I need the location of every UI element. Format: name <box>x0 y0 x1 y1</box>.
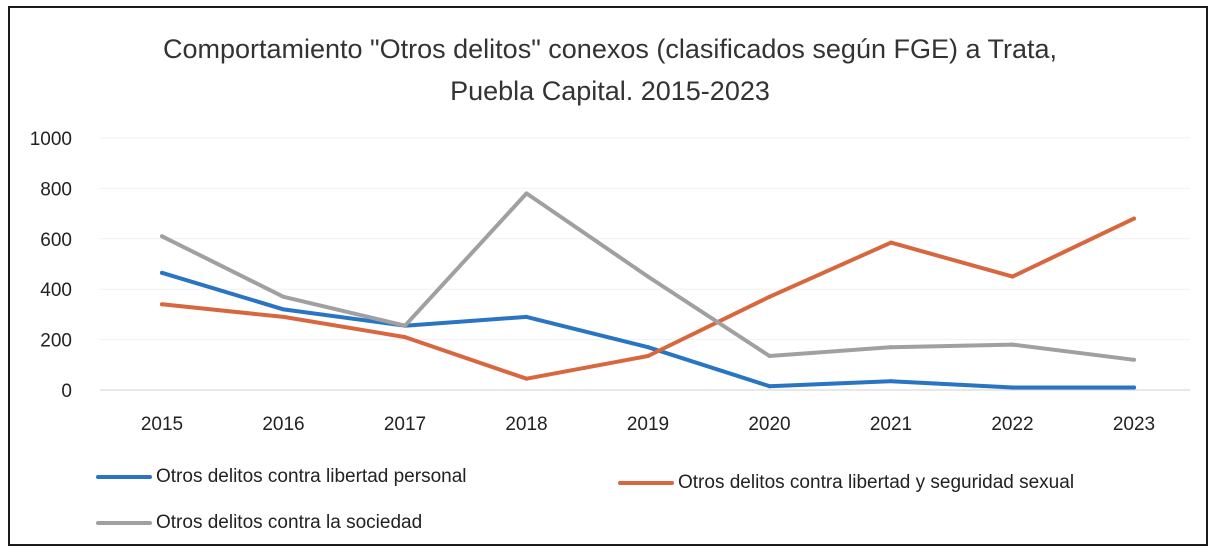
x-tick-label: 2015 <box>141 414 183 435</box>
data-point-series-3 <box>889 345 893 350</box>
data-point-series-3 <box>160 234 164 239</box>
x-tick-label: 2023 <box>1113 414 1155 435</box>
x-tick-label: 2016 <box>262 414 304 435</box>
data-point-series-3 <box>524 191 529 196</box>
data-point-series-1 <box>1010 385 1015 390</box>
legend-swatch-libertad-personal <box>96 475 152 479</box>
data-point-series-2 <box>524 376 529 381</box>
x-tick-label: 2019 <box>627 414 669 435</box>
legend-item-sociedad: Otros delitos contra la sociedad <box>96 512 422 534</box>
data-point-series-1 <box>160 270 164 275</box>
x-tick-label: 2020 <box>748 414 790 435</box>
data-point-series-2 <box>403 335 407 340</box>
data-point-series-2 <box>1010 274 1015 279</box>
y-tick-label: 800 <box>40 179 72 200</box>
y-tick-label: 200 <box>40 331 72 352</box>
y-tick-label: 400 <box>40 280 72 301</box>
legend-swatch-sociedad <box>96 521 152 525</box>
data-point-series-3 <box>403 323 407 328</box>
y-tick-label: 1000 <box>30 129 72 150</box>
x-tick-label: 2018 <box>505 414 547 435</box>
legend-label-libertad-personal: Otros delitos contra libertad personal <box>156 466 467 487</box>
data-point-series-3 <box>646 274 650 279</box>
data-point-series-3 <box>281 294 286 299</box>
legend-label-libertad-seguridad-sexual: Otros delitos contra libertad y segurida… <box>678 472 1075 493</box>
data-point-series-2 <box>281 314 286 319</box>
data-point-series-2 <box>646 353 650 358</box>
data-point-series-2 <box>1132 216 1136 221</box>
chart-subtitle: Puebla Capital. 2015-2023 <box>450 76 770 106</box>
data-point-series-1 <box>1132 385 1136 390</box>
legend-item-libertad-seguridad-sexual: Otros delitos contra libertad y segurida… <box>618 472 1074 494</box>
data-point-series-3 <box>1010 342 1015 347</box>
chart-title: Comportamiento "Otros delitos" conexos (… <box>162 34 1058 64</box>
x-tick-label: 2021 <box>870 414 912 435</box>
y-tick-label: 600 <box>40 230 72 251</box>
data-point-series-2 <box>767 294 772 299</box>
data-point-series-1 <box>646 345 650 350</box>
data-point-series-3 <box>767 353 772 358</box>
x-tick-label: 2017 <box>384 414 426 435</box>
y-tick-label: 0 <box>61 381 72 402</box>
legend-item-libertad-personal: Otros delitos contra libertad personal <box>96 466 467 488</box>
data-point-series-2 <box>160 302 164 307</box>
data-point-series-3 <box>1132 357 1136 362</box>
data-point-series-1 <box>889 379 893 384</box>
legend-label-sociedad: Otros delitos contra la sociedad <box>156 512 423 533</box>
series-line-1 <box>160 270 1136 390</box>
data-point-series-1 <box>524 314 529 319</box>
legend-swatch-libertad-seguridad-sexual <box>618 481 674 485</box>
data-point-series-1 <box>767 384 772 389</box>
data-point-series-1 <box>281 307 286 312</box>
x-tick-label: 2022 <box>991 414 1033 435</box>
data-point-series-2 <box>889 240 893 245</box>
